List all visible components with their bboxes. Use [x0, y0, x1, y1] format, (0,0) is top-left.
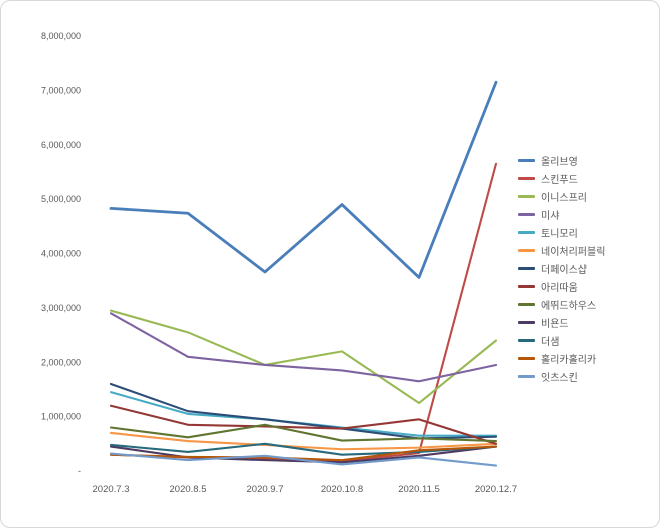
legend-label: 이니스프리 [541, 192, 587, 204]
x-axis-tick-label: 2020.9.7 [247, 484, 284, 495]
legend-item: 미샤 [518, 205, 605, 223]
legend-item: 이니스프리 [518, 187, 605, 205]
series-line-9 [109, 423, 498, 443]
legend-marker-icon [518, 284, 535, 288]
legend-label: 잇츠스킨 [541, 372, 578, 384]
x-axis-tick-label: 2020.7.3 [93, 484, 130, 495]
series-line-12 [109, 445, 498, 462]
legend-item: 비욘드 [518, 313, 605, 331]
legend-marker-icon [518, 158, 535, 162]
legend-label: 더페이스샵 [541, 264, 587, 276]
series-line-6 [109, 431, 498, 451]
legend-item: 에뛰드하우스 [518, 295, 605, 313]
series-line-1 [109, 80, 498, 279]
legend-item: 잇츠스킨 [518, 367, 605, 385]
series-line-5 [109, 391, 498, 437]
legend-label: 미샤 [541, 210, 560, 222]
legend-label: 스킨푸드 [541, 174, 578, 186]
legend-marker-icon [518, 356, 535, 360]
legend-marker-icon [518, 266, 535, 270]
x-axis-tick-label: 2020.8.5 [170, 484, 207, 495]
series-line-8 [109, 404, 498, 445]
legend-label: 더샘 [541, 336, 560, 348]
legend-label: 비욘드 [541, 318, 569, 330]
y-axis-tick-label: - [78, 466, 81, 476]
legend-marker-icon [518, 374, 535, 378]
legend-item: 더페이스샵 [518, 259, 605, 277]
y-axis-tick-label: 3,000,000 [41, 303, 81, 313]
series-line-3 [109, 309, 498, 405]
legend-label: 홀리카홀리카 [541, 354, 597, 366]
legend-marker-icon [518, 320, 535, 324]
legend-item: 홀리카홀리카 [518, 349, 605, 367]
x-axis-tick-label: 2020.10.8 [321, 484, 363, 495]
legend-item: 네이처리퍼블릭 [518, 241, 605, 259]
y-axis-tick-label: 2,000,000 [41, 357, 81, 367]
legend-label: 올리브영 [541, 156, 578, 168]
legend-marker-icon [518, 302, 535, 306]
legend-marker-icon [518, 338, 535, 342]
y-axis-tick-label: 8,000,000 [41, 31, 81, 41]
series-line-2 [109, 162, 498, 463]
x-axis-tick-label: 2020.12.7 [475, 484, 517, 495]
y-axis-tick-label: 6,000,000 [41, 140, 81, 150]
series-line-7 [109, 382, 498, 440]
legend-item: 아리따움 [518, 277, 605, 295]
series-line-11 [109, 442, 498, 456]
series-line-13 [109, 452, 498, 467]
legend-item: 더샘 [518, 331, 605, 349]
y-axis-tick-label: 1,000,000 [41, 412, 81, 422]
legend-label: 에뛰드하우스 [541, 300, 597, 312]
legend-marker-icon [518, 212, 535, 216]
y-axis-tick-label: 5,000,000 [41, 194, 81, 204]
x-axis-tick-label: 2020.11.5 [398, 484, 440, 495]
legend-label: 토니모리 [541, 228, 578, 240]
y-axis-tick-label: 7,000,000 [41, 85, 81, 95]
legend-marker-icon [518, 230, 535, 234]
legend-marker-icon [518, 248, 535, 252]
y-axis-tick-label: 4,000,000 [41, 249, 81, 259]
legend-label: 아리따움 [541, 282, 578, 294]
legend-label: 네이처리퍼블릭 [541, 246, 606, 258]
series-line-4 [109, 312, 498, 383]
legend-marker-icon [518, 176, 535, 180]
legend-marker-icon [518, 194, 535, 198]
legend-item: 토니모리 [518, 223, 605, 241]
legend-item: 스킨푸드 [518, 169, 605, 187]
legend-item: 올리브영 [518, 151, 605, 169]
